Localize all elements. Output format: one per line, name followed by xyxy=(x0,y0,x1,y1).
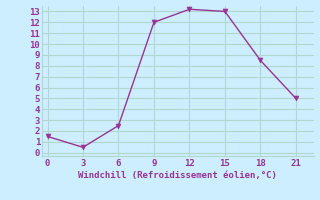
X-axis label: Windchill (Refroidissement éolien,°C): Windchill (Refroidissement éolien,°C) xyxy=(78,171,277,180)
